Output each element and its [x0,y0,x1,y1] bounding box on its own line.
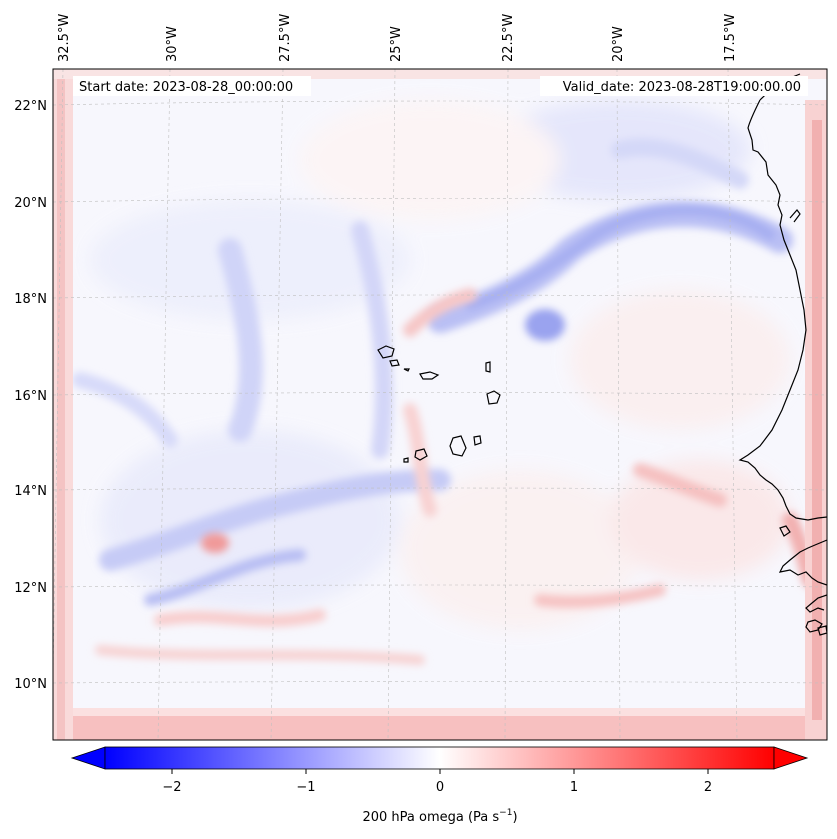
lat-label-18n: 18°N [14,292,47,307]
lon-label-22-5w: 22.5°W [501,14,516,62]
lon-label-30w: 30°W [165,26,180,62]
colorbar-min-extend [70,746,106,770]
lon-label-17-5w: 17.5°W [723,14,738,62]
lon-label-25w: 25°W [389,26,404,62]
cape-verde-islands [377,345,501,463]
map-frame [52,68,828,741]
colorbar-tick-neg1: −1 [296,780,315,795]
latitude-labels: 22°N 20°N 18°N 16°N 14°N 12°N 10°N [14,99,47,692]
valid-date-box [540,76,808,96]
lat-label-16n: 16°N [14,389,47,404]
lat-label-14n: 14°N [14,484,47,499]
colorbar-tick-1: 1 [570,780,578,795]
lat-label-12n: 12°N [14,581,47,596]
lat-label-10n: 10°N [14,677,47,692]
valid-date-label: Valid_date: 2023-08-28T19:00:00.00 [563,80,801,95]
lat-label-22n: 22°N [14,99,47,114]
colorbar-tick-neg2: −2 [162,780,181,795]
longitude-labels: 32.5°W 30°W 27.5°W 25°W 22.5°W 20°W 17.5… [57,14,738,62]
lon-label-27-5w: 27.5°W [278,14,293,62]
lon-label-20w: 20°W [611,26,626,62]
colorbar-tick-2: 2 [704,780,712,795]
africa-coastline [738,73,827,636]
gridlines [53,69,827,740]
omega-field [53,69,827,740]
colorbar-label: 200 hPa omega (Pa s−1) [362,808,517,825]
colorbar-max-extend [773,746,809,770]
start-date-box [73,76,311,96]
colorbar-tick-0: 0 [436,780,444,795]
lat-label-20n: 20°N [14,196,47,211]
colorbar-gradient [104,746,775,770]
start-date-label: Start date: 2023-08-28_00:00:00 [79,80,293,95]
lon-label-32-5w: 32.5°W [57,14,72,62]
colorbar: −2 −1 0 1 2 200 hPa omega (Pa s−1) [70,746,809,825]
